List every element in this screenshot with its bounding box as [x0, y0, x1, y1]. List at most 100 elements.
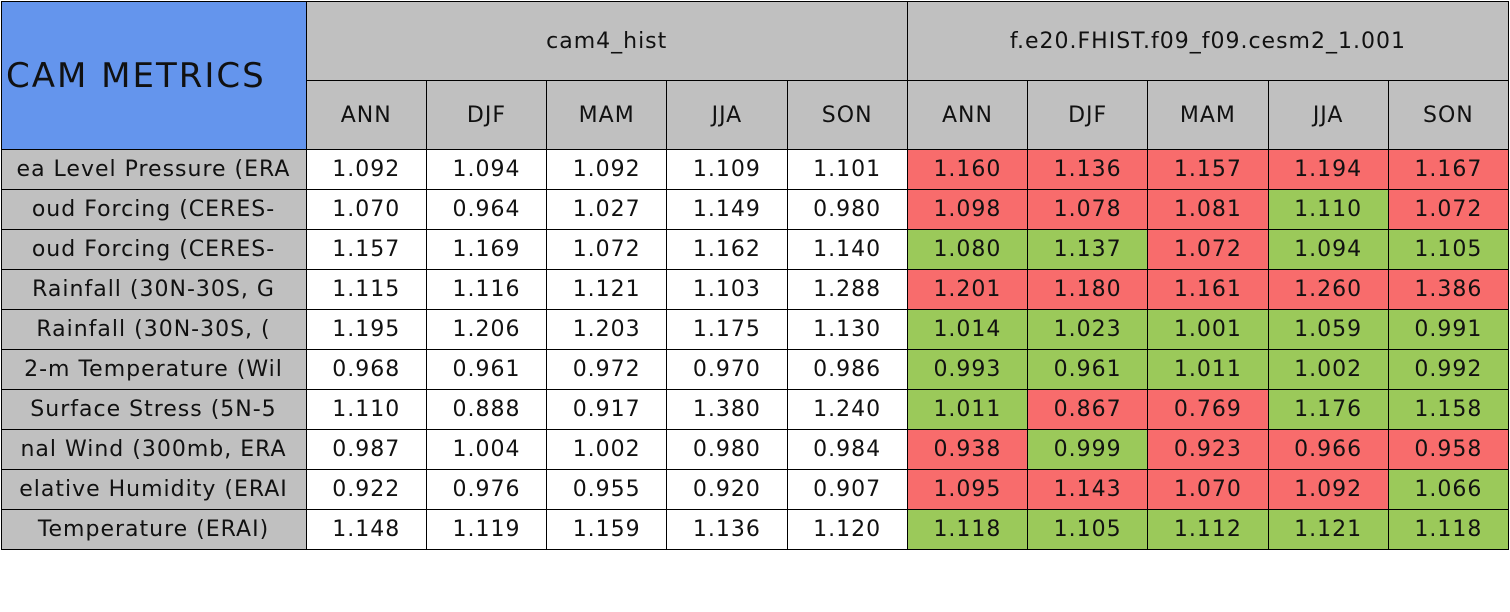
value-cell: 1.180 [1027, 269, 1149, 310]
season-header: SON [1387, 80, 1510, 150]
value-cell: 1.011 [1147, 349, 1269, 390]
row-label-cell: oud Forcing (CERES- [1, 189, 307, 230]
value-cell: 1.094 [425, 149, 548, 190]
value-cell: 1.103 [666, 269, 788, 310]
value-cell: 0.961 [425, 349, 548, 390]
row-label-cell: Rainfall (30N-30S, ( [1, 309, 307, 350]
season-header-row: ANN DJF MAM JJA SON ANN DJF MAM JJA SON [2, 80, 1510, 150]
value-cell: 1.092 [305, 149, 427, 190]
row-label: oud Forcing (CERES- [31, 237, 276, 262]
value-cell: 1.158 [1387, 389, 1510, 430]
row-label-cell: nal Wind (300mb, ERA [1, 429, 307, 470]
group-header-row: CAM METRICS cam4_hist f.e20.FHIST.f09_f09… [1, 1, 1510, 150]
row-label-cell: oud Forcing (CERES- [1, 229, 307, 270]
value-cell: 1.380 [666, 389, 788, 430]
value-cell: 0.923 [1147, 429, 1269, 470]
row-label-cell: Temperature (ERAI) [1, 509, 307, 550]
value-cell: 1.092 [1267, 469, 1389, 510]
table-row: Surface Stress (5N-5 1.110 0.888 0.917 1.380… [1, 389, 1510, 430]
row-label-cell: Surface Stress (5N-5 [1, 389, 307, 430]
row-label: elative Humidity (ERAI [19, 477, 288, 502]
table-row: Rainfall (30N-30S, G 1.115 1.116 1.121 1.103… [1, 269, 1510, 310]
value-cell: 1.072 [1387, 189, 1510, 230]
value-cell: 0.999 [1027, 429, 1149, 470]
value-cell: 0.920 [666, 469, 788, 510]
table-row: oud Forcing (CERES- 1.157 1.169 1.072 1.162 1… [1, 229, 1510, 270]
value-cell: 1.130 [786, 309, 908, 350]
value-cell: 1.148 [305, 509, 427, 550]
value-cell: 1.115 [305, 269, 427, 310]
value-cell: 0.769 [1147, 389, 1269, 430]
value-cell: 0.968 [305, 349, 427, 390]
value-cell: 1.121 [1267, 509, 1389, 550]
value-cell: 0.961 [1027, 349, 1149, 390]
value-cell: 1.110 [1267, 189, 1389, 230]
value-cell: 1.195 [305, 309, 427, 350]
value-cell: 1.094 [1267, 229, 1389, 270]
value-cell: 0.972 [546, 349, 668, 390]
table-row: oud Forcing (CERES- 1.070 0.964 1.027 1.149 0… [1, 189, 1510, 230]
season-header: JJA [1267, 80, 1389, 150]
value-cell: 1.119 [425, 509, 548, 550]
season-header: SON [786, 80, 908, 150]
group-header: cam4_hist [305, 1, 908, 81]
row-label-cell: elative Humidity (ERAI [1, 469, 307, 510]
value-cell: 1.260 [1267, 269, 1389, 310]
value-cell: 1.092 [546, 149, 668, 190]
table-row: Temperature (ERAI) 1.148 1.119 1.159 1.136 1.… [1, 509, 1510, 550]
table-title: CAM METRICS [1, 1, 307, 150]
value-cell: 1.002 [1267, 349, 1389, 390]
value-cell: 1.169 [425, 229, 548, 270]
season-header: MAM [546, 80, 668, 150]
value-cell: 1.159 [546, 509, 668, 550]
value-cell: 1.011 [906, 389, 1029, 430]
value-cell: 0.958 [1387, 429, 1510, 470]
value-cell: 0.907 [786, 469, 908, 510]
value-cell: 1.080 [906, 229, 1029, 270]
value-cell: 1.095 [906, 469, 1029, 510]
value-cell: 1.240 [786, 389, 908, 430]
table-row: elative Humidity (ERAI 0.922 0.976 0.955 0.9… [1, 469, 1510, 510]
season-header: JJA [666, 80, 788, 150]
season-header: DJF [1027, 80, 1149, 150]
value-cell: 1.160 [906, 149, 1029, 190]
value-cell: 1.175 [666, 309, 788, 350]
value-cell: 1.116 [425, 269, 548, 310]
value-cell: 0.993 [906, 349, 1029, 390]
value-cell: 1.143 [1027, 469, 1149, 510]
table-row: nal Wind (300mb, ERA 0.987 1.004 1.002 0.980… [1, 429, 1510, 470]
row-label-cell: 2-m Temperature (Wil [1, 349, 307, 390]
value-cell: 1.066 [1387, 469, 1510, 510]
value-cell: 0.980 [666, 429, 788, 470]
value-cell: 1.105 [1387, 229, 1510, 270]
value-cell: 1.109 [666, 149, 788, 190]
table-row: ea Level Pressure (ERA 1.092 1.094 1.092 1.1… [1, 149, 1510, 190]
value-cell: 1.140 [786, 229, 908, 270]
value-cell: 1.167 [1387, 149, 1510, 190]
value-cell: 1.070 [1147, 469, 1269, 510]
value-cell: 1.120 [786, 509, 908, 550]
row-label: oud Forcing (CERES- [31, 197, 276, 222]
row-label: Rainfall (30N-30S, ( [36, 317, 271, 342]
value-cell: 0.992 [1387, 349, 1510, 390]
metrics-table: CAM METRICS cam4_hist f.e20.FHIST.f09_f09… [1, 1, 1510, 550]
value-cell: 0.922 [305, 469, 427, 510]
value-cell: 1.101 [786, 149, 908, 190]
value-cell: 1.014 [906, 309, 1029, 350]
value-cell: 1.072 [1147, 229, 1269, 270]
value-cell: 1.203 [546, 309, 668, 350]
value-cell: 1.288 [786, 269, 908, 310]
value-cell: 1.078 [1027, 189, 1149, 230]
value-cell: 1.121 [546, 269, 668, 310]
value-cell: 1.023 [1027, 309, 1149, 350]
value-cell: 1.118 [906, 509, 1029, 550]
value-cell: 0.867 [1027, 389, 1149, 430]
value-cell: 1.157 [305, 229, 427, 270]
season-header: ANN [305, 80, 427, 150]
season-header: MAM [1147, 80, 1269, 150]
value-cell: 1.002 [546, 429, 668, 470]
value-cell: 1.118 [1387, 509, 1510, 550]
value-cell: 1.081 [1147, 189, 1269, 230]
value-cell: 0.976 [425, 469, 548, 510]
row-label: nal Wind (300mb, ERA [20, 437, 287, 462]
